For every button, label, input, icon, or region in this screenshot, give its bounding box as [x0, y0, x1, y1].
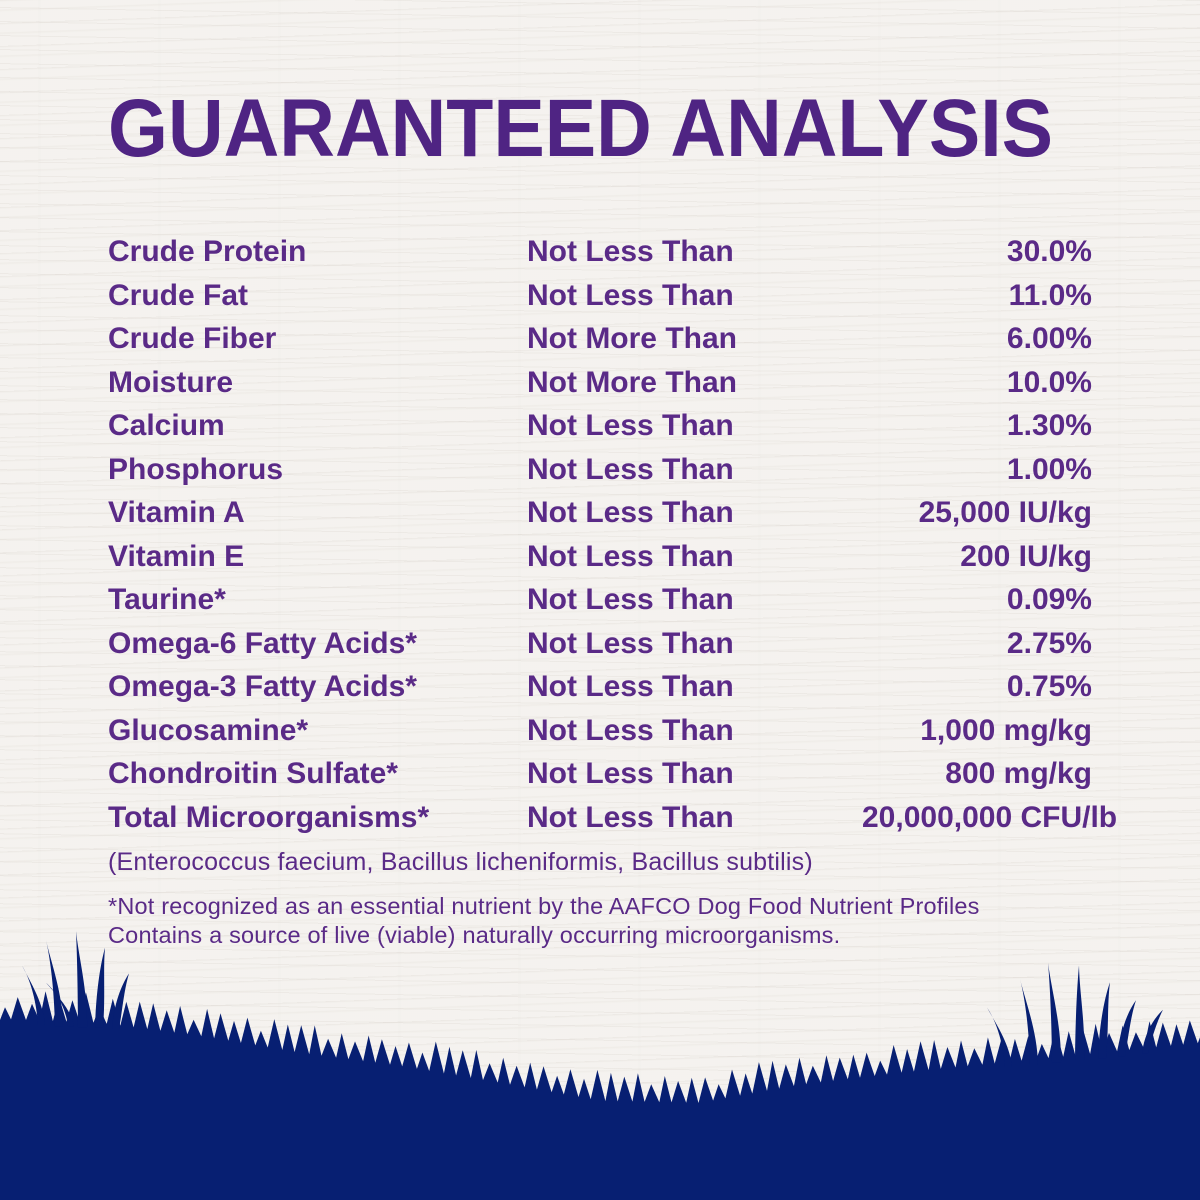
page-title: GUARANTEED ANALYSIS — [108, 83, 1054, 174]
grass-blade — [112, 973, 129, 1030]
qualifier-text: Not More Than — [527, 322, 737, 355]
grass-blade — [1098, 982, 1110, 1059]
value-text: 25,000 IU/kg — [918, 496, 1092, 529]
grass-blade — [76, 931, 88, 1028]
value-text: 20,000,000 CFU/lb — [862, 800, 1118, 834]
nutrient-name: Moisture — [108, 365, 234, 399]
nutrient-name: Chondroitin Sulfate* — [108, 757, 398, 790]
qualifier-text: Not Less Than — [527, 235, 734, 268]
analysis-row: Crude Protein Not Less Than 30.0% — [108, 230, 1092, 274]
value-text: 200 IU/kg — [960, 539, 1092, 573]
analysis-row: Vitamin E Not Less Than 200 IU/kg — [108, 535, 1092, 579]
analysis-row: Calcium Not Less Than 1.30% — [108, 404, 1092, 448]
qualifier-text: Not Less Than — [527, 496, 734, 529]
grass-blade — [46, 940, 63, 1027]
grass-blade — [987, 1007, 1012, 1068]
nutrient-name: Crude Fat — [108, 278, 249, 312]
grass-blade — [1142, 1009, 1163, 1054]
footnote-line-1: *Not recognized as an essential nutrient… — [108, 893, 980, 919]
qualifier-text: Not Less Than — [527, 452, 734, 486]
nutrient-name: Omega-6 Fatty Acids* — [108, 626, 417, 660]
analysis-row: Chondroitin Sulfate* Not Less Than 800 mg/… — [108, 752, 1092, 796]
qualifier-text: Not Less Than — [527, 670, 734, 703]
nutrient-name: Omega-3 Fatty Acids* — [108, 670, 417, 703]
microorganisms-species-note: (Enterococcus faecium, Bacillus lichenif… — [108, 848, 813, 876]
qualifier-text: Not Less Than — [527, 278, 734, 312]
grass-silhouette — [0, 931, 1200, 1200]
nutrient-name: Phosphorus — [108, 452, 284, 486]
value-text: 2.75% — [1006, 626, 1092, 660]
value-text: 800 mg/kg — [945, 757, 1092, 790]
nutrient-name: Total Microorganisms* — [108, 800, 430, 834]
grass-blade — [1075, 965, 1085, 1061]
grass-blade — [1118, 1000, 1136, 1057]
analysis-row: Phosphorus Not Less Than 1.00% — [108, 448, 1092, 492]
qualifier-text: Not Less Than — [527, 800, 734, 834]
qualifier-text: Not Less Than — [527, 409, 734, 442]
value-text: 0.09% — [1006, 583, 1092, 616]
label-content: GUARANTEED ANALYSIS Crude Protein Not Les… — [108, 0, 1117, 949]
nutrient-name: Glucosamine* — [108, 713, 309, 747]
guaranteed-analysis-table: Crude Protein Not Less Than 30.0% Crude Fat… — [108, 230, 1117, 840]
nutrient-name: Crude Fiber — [108, 322, 277, 355]
analysis-row: Glucosamine* Not Less Than 1,000 mg/kg — [108, 709, 1092, 753]
nutrient-name: Vitamin A — [108, 496, 245, 529]
nutrient-name: Vitamin E — [108, 539, 245, 573]
nutrient-name: Crude Protein — [108, 235, 307, 268]
value-text: 0.75% — [1006, 670, 1092, 703]
value-text: 30.0% — [1006, 235, 1092, 268]
analysis-row: Omega-6 Fatty Acids* Not Less Than 2.75% — [108, 622, 1092, 666]
grass-blade — [22, 965, 45, 1026]
qualifier-text: Not Less Than — [527, 713, 734, 747]
qualifier-text: Not Less Than — [527, 539, 734, 573]
analysis-row: Crude Fat Not Less Than 11.0% — [108, 274, 1092, 318]
grass-blade — [1048, 962, 1062, 1063]
nutrient-name: Calcium — [108, 409, 225, 442]
grass-blade — [95, 947, 105, 1028]
grass-blade — [1020, 979, 1038, 1065]
analysis-row: Moisture Not More Than 10.0% — [108, 361, 1092, 405]
value-text: 1.00% — [1006, 452, 1092, 486]
value-text: 1.30% — [1006, 409, 1092, 442]
grass-blade — [46, 982, 74, 1027]
nutrient-name: Taurine* — [108, 583, 226, 616]
qualifier-text: Not Less Than — [527, 583, 734, 616]
qualifier-text: Not More Than — [527, 365, 737, 399]
value-text: 6.00% — [1006, 322, 1092, 355]
qualifier-text: Not Less Than — [527, 757, 734, 790]
analysis-row: Vitamin A Not Less Than 25,000 IU/kg — [108, 491, 1092, 535]
value-text: 10.0% — [1006, 365, 1092, 399]
value-text: 1,000 mg/kg — [920, 713, 1092, 747]
aafco-footnote: *Not recognized as an essential nutrient… — [108, 892, 1092, 949]
analysis-row: Crude Fiber Not More Than 6.00% — [108, 317, 1092, 361]
analysis-row: Taurine* Not Less Than 0.09% — [108, 578, 1092, 622]
qualifier-text: Not Less Than — [527, 626, 734, 660]
value-text: 11.0% — [1008, 278, 1092, 312]
footnote-line-2: Contains a source of live (viable) natur… — [108, 921, 841, 948]
analysis-row: Omega-3 Fatty Acids* Not Less Than 0.75% — [108, 665, 1092, 709]
analysis-row: Total Microorganisms* Not Less Than 20,000… — [108, 796, 1117, 840]
